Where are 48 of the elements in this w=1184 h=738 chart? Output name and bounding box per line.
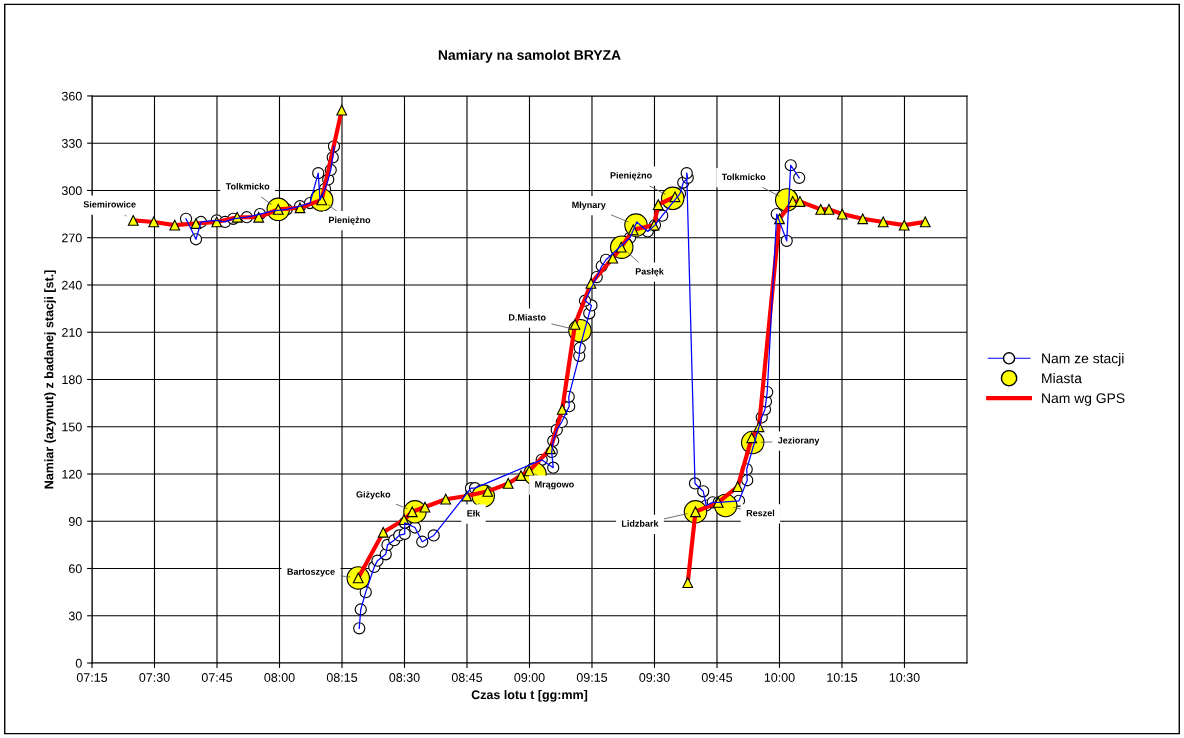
x-tick-label: 09:30 (639, 673, 670, 682)
y-tick-label: 330 (61, 139, 82, 148)
annotation: Mrągowo (535, 481, 574, 490)
y-tick-label: 360 (61, 91, 82, 101)
y-tick-label: 0 (75, 658, 82, 668)
annotation: Pieniężno (610, 171, 652, 181)
x-tick-label: 08:00 (264, 673, 295, 682)
y-tick-label: 90 (68, 517, 82, 526)
legend-label: Nam wg GPS (1042, 393, 1125, 406)
y-tick-label: 30 (68, 611, 82, 621)
annotation: Młynary (572, 201, 606, 210)
annotation: Jeziorany (777, 436, 820, 446)
x-tick-label: 09:45 (701, 673, 733, 682)
chart-title: Namiary na samolot BRYZA (438, 49, 621, 63)
x-tick-label: 09:00 (514, 673, 545, 682)
legend-label: Miasta (1042, 373, 1082, 384)
x-tick-label: 10:15 (827, 673, 858, 682)
y-tick-label: 120 (62, 469, 82, 479)
y-tick-label: 180 (62, 375, 82, 385)
y-tick-label: 60 (69, 564, 82, 574)
x-tick-label: 09:15 (576, 673, 608, 682)
x-tick-label: 08:45 (451, 673, 483, 682)
annotation: Tolkmicko (721, 173, 766, 181)
y-tick-label: 240 (62, 280, 82, 290)
y-axis-title: Namiar (azymut) z badanej stacji [st.] (44, 270, 56, 489)
annotation: Reszel (746, 509, 775, 517)
y-tick-label: 270 (62, 233, 82, 243)
legend-label: Nam ze stacji (1042, 353, 1124, 367)
annotation: Bartoszyce (287, 568, 335, 577)
x-tick-label: 10:00 (764, 673, 795, 682)
y-tick-label: 150 (62, 422, 82, 432)
x-tick-label: 08:15 (326, 673, 358, 682)
y-tick-label: 300 (61, 186, 82, 196)
x-tick-label: 07:45 (201, 673, 233, 682)
annotation: Pieniężno (329, 216, 371, 225)
annotation: Pasłęk (635, 267, 664, 277)
annotation: Lidzbark (621, 520, 659, 527)
annotation: Ełk (467, 509, 481, 517)
x-axis-title: Czas lotu t [gg:mm] (471, 689, 588, 702)
annotation: Siemirowice (83, 200, 136, 208)
x-tick-label: 10:30 (889, 673, 920, 682)
annotation: Giżycko (356, 490, 391, 500)
annotation: D.Miasto (509, 313, 546, 321)
annotation: Tolkmicko (225, 182, 270, 190)
x-tick-label: 07:15 (76, 673, 108, 682)
x-tick-label: 08:30 (389, 673, 420, 682)
y-tick-label: 210 (62, 328, 82, 337)
x-tick-label: 07:30 (139, 673, 170, 682)
